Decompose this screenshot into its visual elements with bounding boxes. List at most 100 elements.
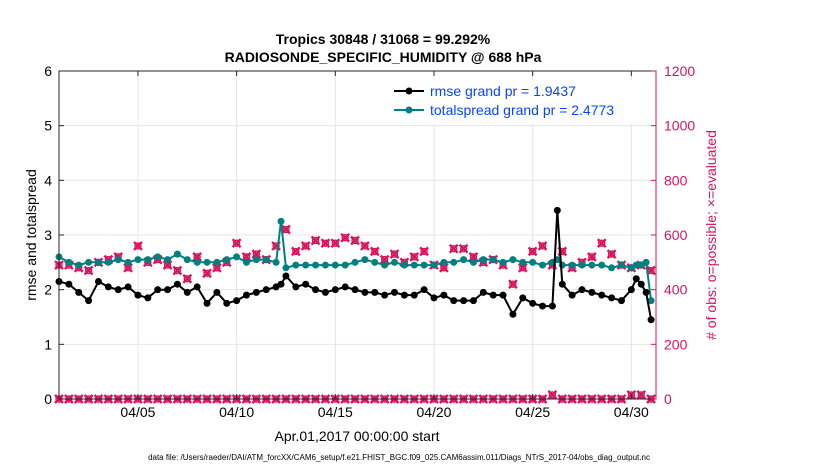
plot-area xyxy=(54,70,657,404)
obs-evaluated-ring xyxy=(282,225,290,234)
spread-point xyxy=(460,256,468,264)
legend: rmse grand pr = 1.9437 totalspread grand… xyxy=(388,80,652,124)
rmse-point xyxy=(252,288,260,296)
rmse-point xyxy=(548,302,556,310)
rmse-point xyxy=(292,283,300,291)
y-left-tick-label: 1 xyxy=(44,336,52,352)
spread-point xyxy=(499,258,507,266)
obs-evaluated-ring xyxy=(361,242,369,250)
spread-point xyxy=(85,258,93,266)
obs-evaluated-ring xyxy=(351,236,359,245)
obs-evaluated-marker xyxy=(438,262,449,273)
rmse-point xyxy=(479,288,487,296)
obs-evaluated-ring xyxy=(232,239,241,247)
spread-point xyxy=(262,256,270,264)
y-right-tick-label: 1000 xyxy=(664,118,695,134)
obs-evaluated-marker xyxy=(290,246,301,257)
obs-evaluated-ring xyxy=(509,280,517,288)
spread-point xyxy=(598,261,606,269)
obs-evaluated-marker xyxy=(340,232,351,243)
spread-point xyxy=(558,261,566,269)
rmse-point xyxy=(233,297,241,305)
rmse-point xyxy=(262,286,270,294)
rmse-point xyxy=(65,280,73,288)
obs-evaluated-marker xyxy=(83,265,94,276)
obs-evaluated-marker xyxy=(182,273,193,284)
spread-point xyxy=(642,258,650,266)
obs-evaluated-ring xyxy=(450,244,458,253)
obs-evaluated-ring xyxy=(331,239,339,247)
obs-evaluated-ring xyxy=(292,247,300,256)
series-layer xyxy=(54,206,656,404)
spread-point xyxy=(65,258,73,266)
obs-evaluated-marker xyxy=(162,260,173,270)
legend-box xyxy=(388,80,652,124)
obs-evaluated-ring xyxy=(134,242,142,250)
spread-point xyxy=(400,261,408,269)
rmse-point xyxy=(410,291,418,299)
rmse-point xyxy=(361,288,369,296)
rmse-point xyxy=(242,291,250,299)
spread-point xyxy=(647,297,655,305)
spread-point xyxy=(173,250,181,258)
spread-point xyxy=(331,261,339,269)
legend-spread-label: totalspread grand pr = 2.4773 xyxy=(430,102,614,118)
obs-evaluated-marker xyxy=(419,246,429,257)
rmse-point xyxy=(489,291,497,299)
rmse-point xyxy=(203,299,211,307)
obs-possible-marker xyxy=(548,391,557,399)
spread-point xyxy=(617,261,625,269)
obs-evaluated-marker xyxy=(468,252,479,262)
rmse-point xyxy=(642,288,650,296)
obs-evaluated-marker xyxy=(212,262,222,273)
spread-point xyxy=(154,253,162,261)
rmse-point xyxy=(539,302,547,310)
obs-evaluated-marker xyxy=(389,249,400,259)
obs-evaluated-ring xyxy=(321,239,330,247)
rmse-point xyxy=(608,294,616,302)
rmse-point xyxy=(440,291,448,299)
rmse-point xyxy=(341,283,349,291)
obs-evaluated-marker xyxy=(537,241,548,251)
obs-evaluated-ring xyxy=(301,242,310,250)
obs-evaluated-marker xyxy=(320,238,331,249)
obs-possible-marker xyxy=(637,391,645,399)
obs-evaluated-marker xyxy=(281,224,291,235)
obs-evaluated-marker xyxy=(369,246,380,257)
obs-evaluated-marker xyxy=(350,235,360,246)
spread-point xyxy=(277,217,285,225)
y-axis-right-label: # of obs: o=possible; ×=evaluated xyxy=(703,130,719,340)
x-axis-label: Apr.01,2017 00:00:00 start xyxy=(274,428,439,444)
rmse-point xyxy=(637,280,645,288)
rmse-point xyxy=(154,286,162,294)
rmse-point xyxy=(391,288,399,296)
spread-point xyxy=(144,256,152,264)
rmse-point xyxy=(450,297,458,305)
spread-point xyxy=(183,256,191,264)
spread-point xyxy=(608,264,616,272)
rmse-point xyxy=(282,272,290,280)
rmse-point xyxy=(312,286,320,294)
obs-evaluated-marker xyxy=(360,241,370,251)
spread-point xyxy=(341,261,349,269)
spread-point xyxy=(469,258,477,266)
spread-point xyxy=(321,261,329,269)
obs-evaluated-marker xyxy=(202,268,212,279)
obs-evaluated-ring xyxy=(528,247,537,256)
spread-point xyxy=(351,258,359,266)
rmse-point xyxy=(331,286,339,294)
rmse-point xyxy=(94,277,102,285)
rmse-point xyxy=(277,280,285,288)
spread-point xyxy=(124,258,132,266)
obs-possible-cross xyxy=(547,390,558,400)
spread-point xyxy=(519,258,527,266)
spread-point xyxy=(94,258,102,266)
obs-evaluated-ring xyxy=(459,244,468,253)
obs-evaluated-marker xyxy=(133,241,143,251)
spread-point xyxy=(578,261,586,269)
rmse-point xyxy=(321,288,329,296)
spread-point xyxy=(391,258,399,266)
obs-evaluated-ring xyxy=(272,242,280,250)
rmse-point xyxy=(420,286,428,294)
spread-point xyxy=(203,258,211,266)
